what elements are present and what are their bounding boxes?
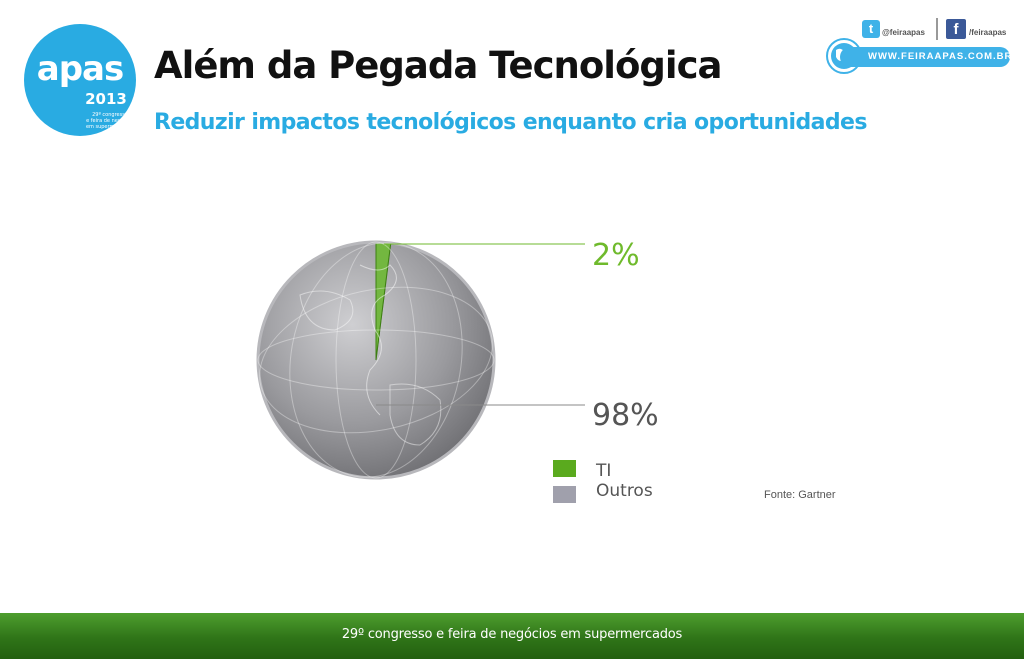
page-subtitle: Reduzir impactos tecnológicos enquanto c… [154,110,867,135]
chart-source: Fonte: Gartner [764,489,836,501]
footer-text: 29º congresso e feira de negócios em sup… [341,627,683,642]
leader-lines [376,243,585,406]
data-labels: 2% 98% [592,238,659,433]
twitter-handle[interactable]: @feiraapas [882,28,925,37]
legend-swatch-ti [553,460,576,477]
page-title: Além da Pegada Tecnológica [154,44,722,87]
website-bar[interactable] [840,47,1010,67]
social-divider [936,18,938,40]
twitter-icon[interactable]: t [862,20,880,38]
facebook-handle[interactable]: /feiraapas [969,28,1007,37]
legend-swatch-outros [553,486,576,503]
globe-gridlines [257,241,495,479]
data-label-outros: 98% [592,398,659,433]
logo-tagline-3: em supermercados [86,124,134,130]
pie-rim [256,240,496,480]
facebook-icon[interactable]: f [946,19,966,39]
footer-bar: 29º congresso e feira de negócios em sup… [0,613,1024,659]
logo-year: 2013 [85,90,127,108]
legend-label-ti: TI [595,461,611,481]
legend-label-outros: Outros [596,481,653,501]
apas-2013-logo: apas 2013 29º congresso e feira de negóc… [24,24,136,136]
logo-name: apas [37,49,123,89]
pie-group [256,240,496,480]
data-label-ti: 2% [592,238,640,273]
website-link[interactable]: WWW.FEIRAAPAS.COM.BR [868,51,1013,62]
social-links: t @feiraapas f /feiraapas WWW.FEIRAAPAS.… [826,14,1018,80]
logo-tagline-2: e feira de negócios [86,117,134,124]
logo-tagline-1: 29º congresso [92,112,128,118]
